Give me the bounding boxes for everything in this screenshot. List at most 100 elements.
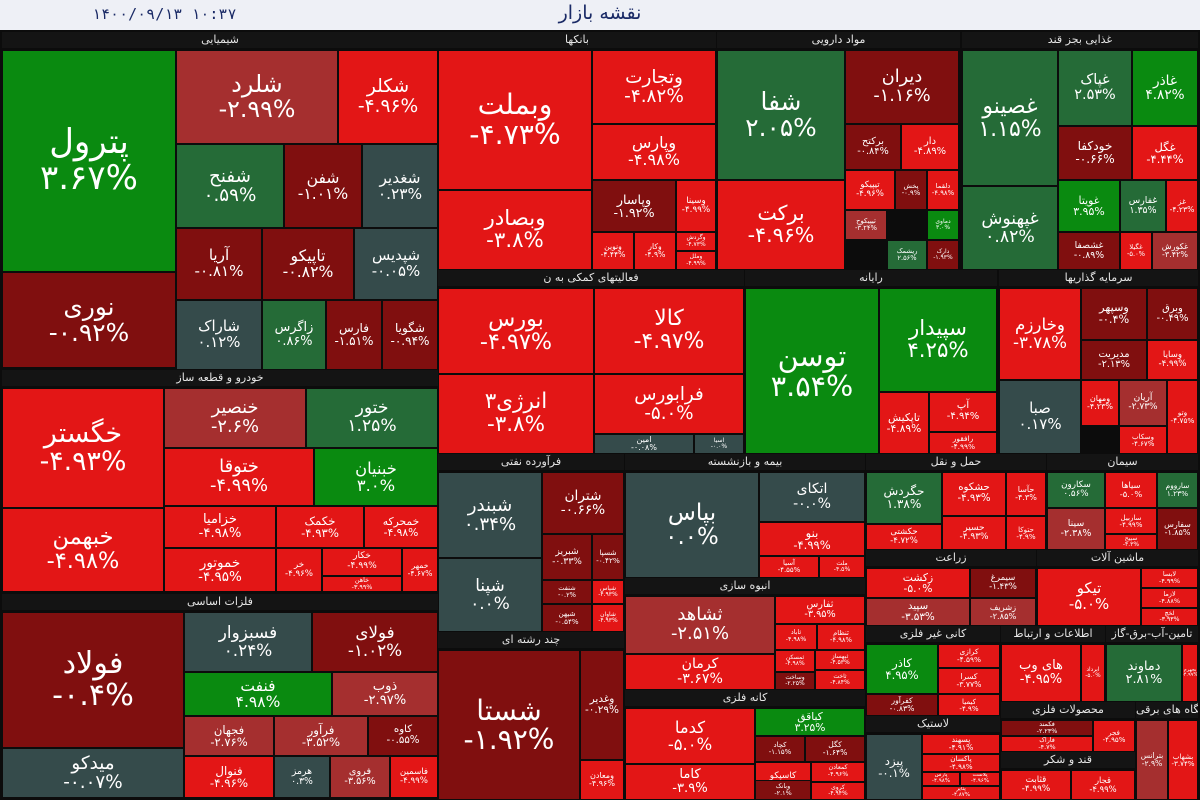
stock-tile[interactable]: کاما -۳.۹% <box>625 764 755 800</box>
stock-tile[interactable]: وگردش -۴.۷۳% <box>676 232 716 251</box>
stock-tile[interactable]: غصینو ۱.۱۵% <box>962 50 1058 186</box>
stock-tile[interactable]: شغدیر ۰.۲۳% <box>362 144 438 228</box>
stock-tile[interactable]: پیزد -۰.۱% <box>866 734 922 800</box>
stock-tile[interactable]: سیاها -۵.۰% <box>1105 472 1157 508</box>
stock-tile[interactable]: ثنظام -۴.۹۸% <box>817 624 865 650</box>
stock-tile[interactable]: وخارزم -۳.۷۸% <box>999 288 1081 380</box>
stock-tile[interactable]: لخچ -۳.۹۳% <box>1141 608 1198 626</box>
sector-header[interactable]: زراعت <box>866 550 1036 566</box>
stock-tile[interactable]: کالا -۴.۹۷% <box>594 288 744 374</box>
stock-tile[interactable]: زکشت -۵.۰% <box>866 568 970 598</box>
stock-tile[interactable]: کرازی -۴.۵۹% <box>938 644 1000 668</box>
stock-tile[interactable]: فاسمین -۴.۹۹% <box>390 756 438 798</box>
stock-tile[interactable]: میدکو -۰.۰۷% <box>2 748 184 798</box>
stock-tile[interactable]: فولای -۱.۰۲% <box>312 612 438 672</box>
stock-tile[interactable]: خگستر -۴.۹۳% <box>2 388 164 508</box>
stock-tile[interactable]: امین -۰.۰۸% <box>594 434 694 454</box>
sector-header[interactable]: فعالیتهای کمکی به ن <box>438 270 744 286</box>
stock-tile[interactable]: پاکسان -۴.۹۸% <box>922 754 1000 772</box>
stock-tile[interactable]: خر -۴.۹۶% <box>276 548 322 592</box>
sector-header[interactable]: فلزات اساسی <box>2 594 438 610</box>
stock-tile[interactable]: های وب -۴.۹۵% <box>1001 644 1081 702</box>
stock-tile[interactable]: ساربیل -۴.۹۹% <box>1105 508 1157 534</box>
stock-tile[interactable]: غفارس ۱.۳۵% <box>1120 180 1166 232</box>
stock-tile[interactable]: تاپیکو -۰.۸۲% <box>262 228 354 300</box>
stock-tile[interactable]: وسینا -۴.۹۹% <box>676 180 716 232</box>
stock-tile[interactable]: ابرداد -۵.۰% <box>1081 644 1105 702</box>
stock-tile[interactable]: کفرآور -۰.۸۳% <box>866 694 938 716</box>
stock-tile[interactable]: دماوی ۳.۰% <box>927 210 959 240</box>
stock-tile[interactable]: ثاباد -۴.۹۸% <box>775 624 817 650</box>
stock-tile[interactable]: برکتح -۰.۸۴% <box>845 124 901 170</box>
stock-tile[interactable]: پتایر -۴.۸۷% <box>922 786 1000 800</box>
stock-tile[interactable]: لابسا -۴.۹۹% <box>1141 568 1198 588</box>
stock-tile[interactable]: ختوقا -۴.۹۹% <box>164 448 314 506</box>
stock-tile[interactable]: پلاست -۴.۹۶% <box>960 772 1000 786</box>
stock-tile[interactable]: وبصادر -۳.۸% <box>438 190 592 270</box>
stock-tile[interactable]: دماوند ۲.۸۱% <box>1106 644 1182 702</box>
stock-tile[interactable]: فاراک -۴.۷% <box>1001 736 1093 752</box>
stock-tile[interactable]: آریا -۰.۸۱% <box>176 228 262 300</box>
stock-tile[interactable]: لازما -۴.۸۸% <box>1141 588 1198 608</box>
sector-header[interactable]: مواد دارویی <box>717 32 960 48</box>
stock-tile[interactable]: خکار -۴.۹۹% <box>322 548 402 576</box>
stock-tile[interactable]: کدما -۵.۰% <box>625 708 755 764</box>
stock-tile[interactable]: فنوال -۴.۹۶% <box>184 756 274 798</box>
stock-tile[interactable]: خزامیا -۴.۹۸% <box>164 506 276 548</box>
stock-tile[interactable]: ثبهساز -۴.۵۳% <box>815 650 865 670</box>
stock-tile[interactable]: ثمسکن -۴.۹۸% <box>775 650 815 672</box>
sector-header[interactable]: حمل و نقل <box>866 454 1046 470</box>
stock-tile[interactable]: کاوه -۰.۵۵% <box>368 716 438 756</box>
stock-tile[interactable]: کاذر ۴.۹۵% <box>866 644 938 694</box>
sector-header[interactable]: بانکها <box>438 32 716 48</box>
stock-tile[interactable]: وغدیر -۰.۲۹% <box>580 650 624 760</box>
stock-tile[interactable]: پخش -۰.۹% <box>895 170 927 210</box>
stock-tile[interactable]: غویتا ۳.۹۵% <box>1058 180 1120 232</box>
sector-header[interactable]: اطلاعات و ارتباط <box>1001 626 1105 642</box>
stock-tile[interactable]: فرآور -۳.۵۲% <box>274 716 368 756</box>
sector-header[interactable]: قند و شکر <box>1001 752 1135 768</box>
stock-tile[interactable]: وکار -۴.۹% <box>634 232 676 270</box>
stock-tile[interactable]: وپاسار -۱.۹۲% <box>592 180 676 232</box>
stock-tile[interactable]: زشریف -۲.۸۵% <box>970 598 1036 626</box>
stock-tile[interactable]: شبندر ۰.۳۴% <box>438 472 542 558</box>
sector-header[interactable]: لاستیک <box>866 716 1000 732</box>
stock-tile[interactable]: فجر -۴.۹۵% <box>1093 720 1135 752</box>
stock-tile[interactable]: غاذر ۴.۸۲% <box>1132 50 1198 126</box>
stock-tile[interactable]: مدیریت -۲.۱۳% <box>1081 340 1147 380</box>
stock-tile[interactable]: شستا -۱.۹۲% <box>438 650 580 800</box>
stock-tile[interactable]: خاهن -۳.۹۹% <box>322 576 402 592</box>
stock-tile[interactable]: وبملت -۴.۷۳% <box>438 50 592 190</box>
stock-tile[interactable]: خنصیر -۲.۶% <box>164 388 306 448</box>
stock-tile[interactable]: غگیلا -۵.۰% <box>1120 232 1152 270</box>
sector-header[interactable]: کانه فلزی <box>625 690 865 706</box>
stock-tile[interactable]: وتجارت -۴.۸۲% <box>592 50 716 124</box>
stock-tile[interactable]: فارس -۱.۵۱% <box>326 300 382 370</box>
stock-tile[interactable]: تیپیکو -۴.۹۶% <box>845 170 895 210</box>
stock-tile[interactable]: کیمیا -۴.۹% <box>938 694 1000 716</box>
stock-tile[interactable]: حآسا -۴.۳% <box>1006 472 1046 516</box>
stock-tile[interactable]: کسرا -۳.۷۷% <box>938 668 1000 694</box>
sector-header[interactable]: تامین-آب-برق-گاز <box>1106 626 1198 642</box>
stock-tile[interactable]: غشصفا -۰.۸۹% <box>1058 232 1120 270</box>
stock-tile[interactable]: فولاد -۰.۴% <box>2 612 184 748</box>
stock-tile[interactable]: دار -۴.۸۹% <box>901 124 959 170</box>
stock-tile[interactable]: خبنیان ۳.۰% <box>314 448 438 506</box>
stock-tile[interactable]: ثفارس -۳.۹۵% <box>775 596 865 624</box>
stock-tile[interactable]: حتوکا -۴.۹% <box>1006 516 1046 550</box>
stock-tile[interactable]: پترول ۳.۶۷% <box>2 50 176 272</box>
stock-tile[interactable]: هرمز ۰.۳% <box>274 756 330 798</box>
stock-tile[interactable]: شنفت -۰.۲% <box>542 580 592 604</box>
stock-tile[interactable]: شکلر -۴.۹۶% <box>338 50 438 144</box>
stock-tile[interactable]: شپدیس -۰.۰۵% <box>354 228 438 300</box>
stock-tile[interactable]: اتکای -۰.۰% <box>759 472 865 522</box>
stock-tile[interactable]: شاوان -۴.۹۳% <box>592 604 624 632</box>
stock-tile[interactable]: شپنا ۰.۰% <box>438 558 542 632</box>
stock-tile[interactable]: قثابت -۴.۹۹% <box>1001 770 1071 800</box>
stock-tile[interactable]: سپیدار ۴.۲۵% <box>879 288 997 392</box>
stock-tile[interactable]: رافقور -۴.۹۹% <box>929 432 997 454</box>
stock-tile[interactable]: بجهرم -۴.۹۹% <box>1182 644 1198 702</box>
stock-tile[interactable]: غز -۴.۲۳% <box>1166 180 1198 232</box>
stock-tile[interactable]: خودکفا -۰.۶۶% <box>1058 126 1132 180</box>
sector-header[interactable]: بیمه و بازنشسته <box>625 454 865 470</box>
